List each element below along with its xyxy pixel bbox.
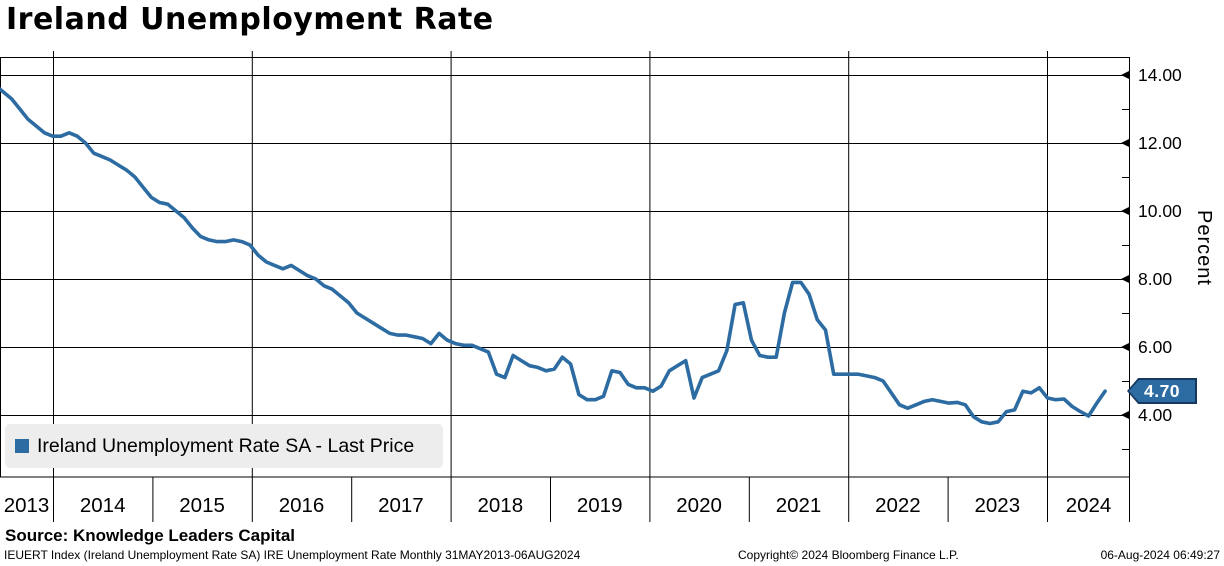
- x-tick-label: 2013: [3, 494, 50, 517]
- y-tick-label: 4.00: [1138, 405, 1173, 425]
- last-price-flag: 4.70: [1127, 378, 1197, 404]
- last-price-value: 4.70: [1129, 380, 1195, 402]
- x-tick-label: 2022: [875, 494, 921, 517]
- y-tick-label: 14.00: [1138, 65, 1182, 85]
- y-tick-label: 8.00: [1138, 269, 1173, 289]
- x-tick-label: 2014: [79, 494, 126, 517]
- x-tick-label: 2016: [278, 494, 325, 517]
- x-tick-label: 2023: [974, 494, 1021, 517]
- horizontal-gridlines: [0, 75, 1130, 416]
- x-axis-ticks: [53, 477, 1130, 522]
- y-tick-label: 12.00: [1138, 133, 1182, 153]
- plot-frame: [0, 57, 1130, 478]
- x-tick-label: 2024: [1065, 494, 1112, 517]
- footer-copyright: Copyright© 2024 Bloomberg Finance L.P.: [738, 548, 959, 562]
- legend-label: Ireland Unemployment Rate SA - Last Pric…: [37, 434, 415, 457]
- source-line: Source: Knowledge Leaders Capital: [5, 526, 296, 545]
- x-tick-label: 2020: [676, 494, 722, 517]
- y-tick-label: 6.00: [1138, 337, 1173, 357]
- vertical-gridlines: [53, 51, 1048, 477]
- footer-timestamp: 06-Aug-2024 06:49:27: [1100, 548, 1220, 562]
- legend-swatch-icon: [15, 439, 29, 453]
- unemployment-rate-line: [0, 86, 1107, 426]
- x-tick-label: 2018: [477, 494, 524, 517]
- y-tick-label: 10.00: [1138, 201, 1182, 221]
- plot-area: [0, 51, 1130, 522]
- chart-title: Ireland Unemployment Rate: [6, 2, 494, 37]
- x-tick-label: 2021: [775, 494, 822, 517]
- x-tick-label: 2017: [378, 494, 424, 517]
- x-tick-label: 2015: [179, 494, 225, 517]
- legend: Ireland Unemployment Rate SA - Last Pric…: [5, 424, 443, 468]
- y-axis-title: Percent: [1193, 210, 1215, 286]
- y-axis-ticks: [1121, 70, 1130, 450]
- x-tick-label: 2019: [576, 494, 623, 517]
- footer-ticker-info: IEUERT Index (Ireland Unemployment Rate …: [4, 548, 581, 562]
